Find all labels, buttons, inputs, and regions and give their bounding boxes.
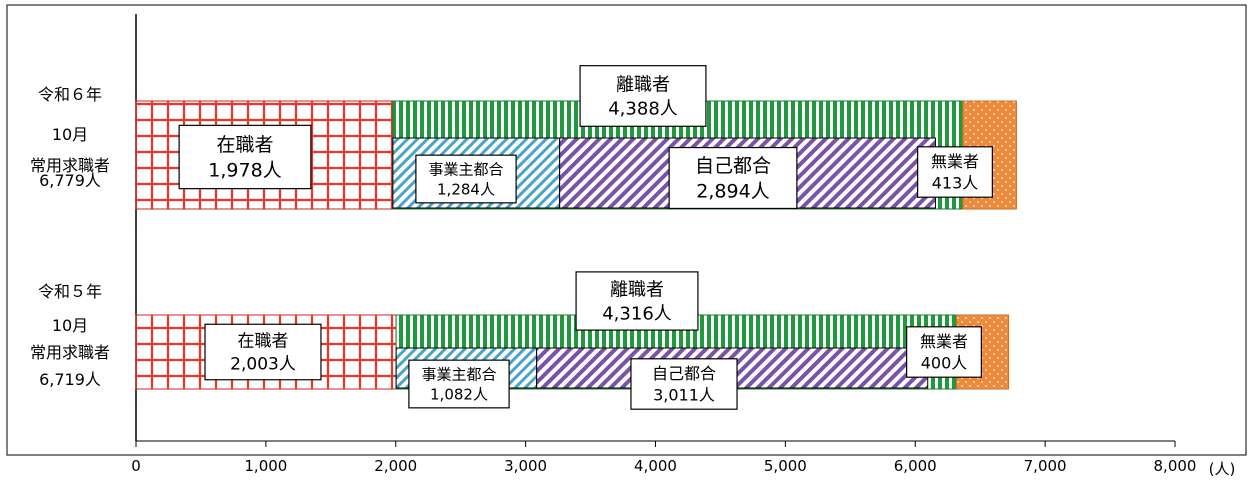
- row-1-label-unemployed: 無業者 413人: [917, 146, 993, 198]
- row-2-label-employed-text: 在職者: [238, 332, 289, 352]
- plot-frame: [6, 4, 1247, 456]
- x-tick-label: 3,000: [504, 457, 547, 475]
- row-2-category-label: 常用求職者: [30, 343, 110, 362]
- x-axis-unit: (人): [1209, 460, 1236, 478]
- row-1-label-employed-box: [178, 124, 312, 190]
- row-2-label-unemployed-text: 400人: [921, 354, 968, 373]
- row-1-category-label: 常用求職者: [30, 156, 110, 175]
- row-1-label-employed-text: 在職者: [216, 134, 273, 156]
- row-2-label-employer-reason-text: 事業主都合: [421, 365, 496, 383]
- row-1-label-unemployed-box: [917, 146, 993, 198]
- x-tick-label: 2,000: [374, 457, 417, 475]
- row-2-label-employer-reason: 事業主都合 1,082人: [408, 359, 510, 409]
- row-2-label-employed-text: 2,003人: [230, 355, 296, 375]
- row-2-label-employed-box: [204, 323, 322, 381]
- row-2-label-voluntary-box: [630, 358, 738, 410]
- row-2-label-separated: 離職者 4,316人: [575, 271, 699, 331]
- row-1-label-separated-text: 離職者: [616, 74, 670, 95]
- x-tick-label: 8,000: [1154, 457, 1197, 475]
- row-2-label-unemployed: 無業者 400人: [906, 326, 982, 378]
- x-tick-label: 5,000: [764, 457, 807, 475]
- row-2-label-voluntary-text: 3,011人: [653, 386, 715, 405]
- row-2-label-employed: 在職者 2,003人: [204, 323, 322, 381]
- row-2-label-separated-text: 離職者: [610, 279, 664, 300]
- row-2-label-separated-text: 4,316人: [602, 304, 672, 325]
- row-1-label-voluntary-text: 自己都合: [695, 155, 771, 177]
- row-1-category-label: 6,779人: [39, 171, 101, 190]
- row-1-label-unemployed-text: 無業者: [931, 152, 979, 171]
- row-1-label-employed: 在職者 1,978人: [178, 124, 312, 190]
- row-1-label-employed-text: 1,978人: [208, 160, 281, 182]
- x-tick-label: 4,000: [634, 457, 677, 475]
- row-1-label-voluntary: 自己都合 2,894人: [668, 146, 798, 210]
- row-1-label-employer-reason: 事業主都合 1,284人: [415, 154, 517, 204]
- row-1-label-employer-reason-box: [415, 154, 517, 204]
- row-1-label-separated-text: 4,388人: [608, 99, 678, 120]
- row-1-label-employer-reason-text: 1,284人: [437, 181, 495, 199]
- row-2-category-label: 6,719人: [39, 370, 101, 389]
- row-2-label-employer-reason-text: 1,082人: [430, 386, 488, 404]
- row-2-label-separated-box: [575, 271, 699, 331]
- labels-layer: 令和６年10月常用求職者6,779人在職者1,978人離職者4,388人事業主都…: [30, 65, 993, 410]
- x-tick-label: 6,000: [894, 457, 937, 475]
- row-1-label-unemployed-text: 413人: [932, 174, 979, 193]
- row-2-label-voluntary: 自己都合 3,011人: [630, 358, 738, 410]
- row-1-category-label: 令和６年: [38, 85, 102, 104]
- row-2-label-unemployed-text: 無業者: [920, 332, 968, 351]
- x-axis-ticks: 0 1,000 2,000 3,000 4,000 5,000 6,000 7,000 8,00…: [131, 441, 1235, 478]
- row-2-label-voluntary-text: 自己都合: [652, 364, 716, 383]
- x-tick-label: 1,000: [244, 457, 287, 475]
- row-1-category-label: 10月: [52, 125, 88, 144]
- x-tick-label: 0: [131, 457, 141, 475]
- row-2-label-unemployed-box: [906, 326, 982, 378]
- row-2-label-employer-reason-box: [408, 359, 510, 409]
- row-1-label-employer-reason-text: 事業主都合: [428, 160, 503, 178]
- x-tick-label: 7,000: [1024, 457, 1067, 475]
- row-1-label-voluntary-text: 2,894人: [696, 181, 769, 203]
- row-1-label-separated: 離職者 4,388人: [579, 65, 707, 127]
- row-1-label-voluntary-box: [668, 146, 798, 210]
- row-2-category-label: 令和５年: [38, 282, 102, 301]
- row-1-label-separated-box: [579, 65, 707, 127]
- row-2-category-label: 10月: [52, 316, 88, 335]
